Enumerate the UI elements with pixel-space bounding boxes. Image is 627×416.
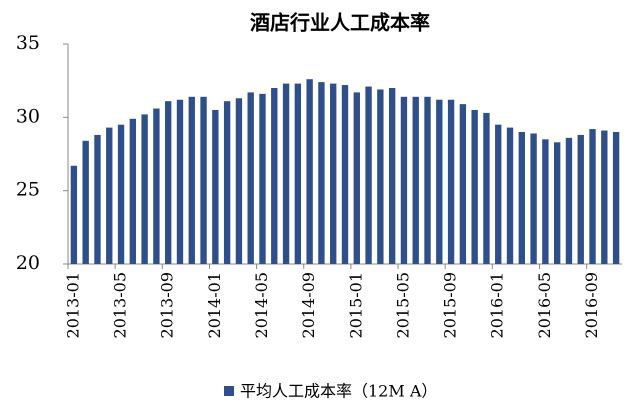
bar xyxy=(471,110,478,264)
chart-title: 酒店行业人工成本率 xyxy=(250,11,430,35)
x-tick-label: 2016-09 xyxy=(582,272,601,338)
bar xyxy=(459,104,467,264)
bar xyxy=(553,142,561,264)
bar xyxy=(318,82,325,264)
bar xyxy=(353,92,360,265)
bar xyxy=(212,110,219,264)
x-tick-label: 2015-05 xyxy=(393,272,412,338)
bar xyxy=(82,140,89,264)
x-tick-label: 2014-01 xyxy=(205,272,224,338)
bar xyxy=(141,114,148,265)
legend-swatch xyxy=(224,386,234,396)
x-tick-label: 2015-09 xyxy=(441,272,460,338)
bar xyxy=(388,88,396,264)
bar xyxy=(424,96,431,264)
x-tick-label: 2013-01 xyxy=(63,272,82,338)
bar xyxy=(294,83,302,264)
bar xyxy=(601,130,608,264)
bar xyxy=(200,96,207,264)
bar xyxy=(377,89,384,264)
bar xyxy=(129,118,137,264)
bar xyxy=(412,96,419,264)
bar xyxy=(117,124,125,265)
bar xyxy=(400,96,408,264)
x-tick-label: 2013-09 xyxy=(158,272,177,338)
bar xyxy=(436,99,443,264)
bar xyxy=(495,124,502,265)
bar xyxy=(612,132,620,264)
bar xyxy=(565,137,573,264)
bar xyxy=(483,112,490,264)
x-tick-label: 2013-05 xyxy=(111,272,130,338)
bar xyxy=(341,85,349,264)
bar xyxy=(577,134,584,264)
bar xyxy=(235,98,243,265)
bar xyxy=(282,83,290,264)
bar xyxy=(176,99,184,264)
bar xyxy=(589,129,596,264)
x-tick-label: 2014-09 xyxy=(299,272,318,338)
x-tick-label: 2016-05 xyxy=(535,272,554,338)
bar xyxy=(259,93,266,264)
bar xyxy=(542,139,549,264)
bar xyxy=(70,165,78,264)
y-tick-label: 25 xyxy=(16,179,40,201)
legend-label: 平均人工成本率（12M A） xyxy=(240,382,437,401)
bar xyxy=(106,127,113,264)
bar xyxy=(447,99,455,264)
bar xyxy=(530,133,537,264)
y-tick-label: 35 xyxy=(16,32,40,54)
x-tick-label: 2016-01 xyxy=(488,272,507,338)
bar xyxy=(153,108,160,265)
bar xyxy=(271,88,278,264)
bar xyxy=(165,101,172,264)
bar xyxy=(188,96,195,264)
bar xyxy=(518,132,525,264)
bar xyxy=(365,86,372,265)
x-tick-label: 2015-01 xyxy=(346,272,365,338)
bar xyxy=(306,79,313,264)
bar xyxy=(330,83,337,264)
bar xyxy=(506,127,514,264)
bar xyxy=(247,92,254,265)
y-tick-label: 30 xyxy=(16,105,40,127)
x-tick-label: 2014-05 xyxy=(252,272,271,338)
y-tick-label: 20 xyxy=(16,252,40,274)
bar xyxy=(223,101,231,264)
bar xyxy=(94,134,101,264)
